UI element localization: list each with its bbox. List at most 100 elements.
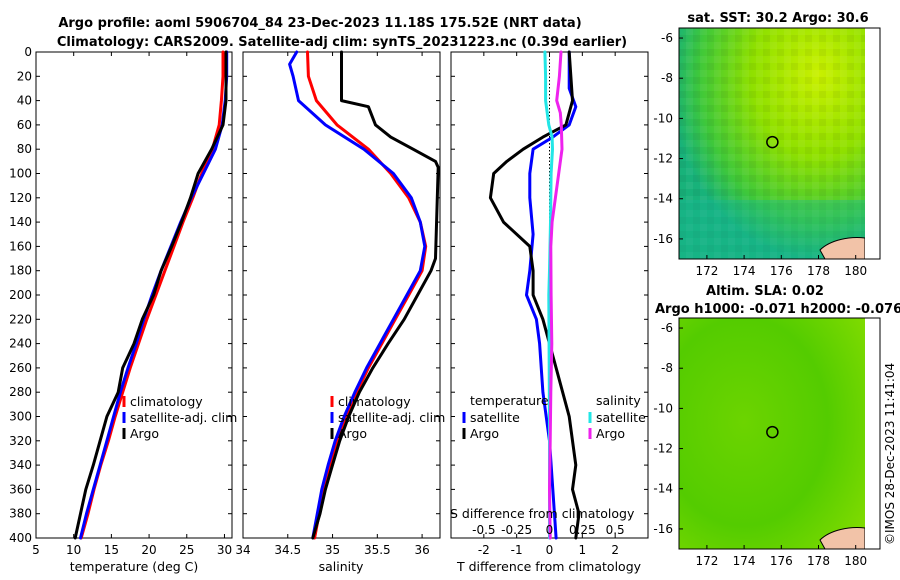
series-line-argo — [311, 50, 440, 540]
legend-label-satellite: satellite-adj. clim — [338, 410, 445, 425]
y-tick-label: 80 — [17, 142, 32, 156]
series-line-temperature-argo — [488, 50, 581, 540]
legend-title-salinity: salinity — [596, 393, 641, 408]
map-y-tick-label: -12 — [653, 442, 673, 456]
x-tick-label: 35 — [325, 543, 340, 557]
salinity-axis-label: salinity — [319, 559, 364, 574]
x-tick-label: 10 — [66, 543, 81, 557]
sst-map-frame-outline — [678, 27, 881, 260]
series-line-salinity-satellite — [543, 50, 554, 540]
map-y-tick-label: -16 — [653, 522, 673, 536]
y-tick-label: 240 — [9, 337, 32, 351]
map-y-tick-label: -16 — [653, 232, 673, 246]
map-x-tick-label: 174 — [733, 264, 756, 278]
legend-label-s-argo: Argo — [596, 426, 625, 441]
x-tick-label: -1 — [511, 543, 523, 557]
temperature-axis-label: temperature (deg C) — [70, 559, 199, 574]
y-tick-label: 320 — [9, 434, 32, 448]
y-tick-label: 120 — [9, 191, 32, 205]
map-x-tick-label: 180 — [844, 554, 867, 568]
legend-label-satellite: satellite-adj. clim — [130, 410, 237, 425]
map-x-tick-label: 172 — [695, 554, 718, 568]
argo-float-marker — [766, 425, 779, 439]
x-tick-label: 20 — [141, 543, 156, 557]
sla-map-frame — [678, 317, 881, 550]
y-tick-label: 60 — [17, 118, 32, 132]
y-tick-label: 400 — [9, 531, 32, 545]
s-difference-axis-label: S difference from climatology — [450, 506, 635, 521]
sla-map-title-1: Altim. SLA: 0.02 — [706, 284, 824, 299]
difference-plot: -2 -1 0 1 2 -0.5 -0.25 0 0.25 0.5 — [451, 50, 648, 557]
x-tick-label: 30 — [217, 543, 232, 557]
sla-heatmap-field — [679, 318, 865, 549]
s-diff-tick-label: -0.25 — [501, 523, 532, 537]
sst-map-title: sat. SST: 30.2 Argo: 30.6 — [687, 11, 868, 26]
series-line-argo — [73, 50, 228, 540]
title-line-2: Climatology: CARS2009. Satellite-adj cli… — [57, 35, 627, 50]
x-tick-label: 0 — [546, 543, 554, 557]
x-tick-label: 5 — [32, 543, 40, 557]
t-difference-axis-label: T difference from climatology — [456, 559, 642, 574]
y-tick-label: 40 — [17, 94, 32, 108]
x-tick-label: 15 — [104, 543, 119, 557]
map-x-tick-label: 178 — [807, 264, 830, 278]
map-x-tick-label: 174 — [733, 554, 756, 568]
sst-map-axes: 172 174 176 178 180 -6 -8 -10 -12 -14 -16 — [653, 31, 867, 278]
x-tick-label: 36 — [414, 543, 429, 557]
y-tick-label: 160 — [9, 239, 32, 253]
legend-label-climatology: climatology — [130, 394, 203, 409]
sst-heatmap-texture — [679, 28, 865, 259]
y-tick-label: 340 — [9, 458, 32, 472]
map-x-tick-label: 176 — [770, 554, 793, 568]
x-tick-label: -2 — [478, 543, 490, 557]
x-tick-label: 35.5 — [364, 543, 391, 557]
y-tick-label: 140 — [9, 215, 32, 229]
imos-credit: ©IMOS 28-Dec-2023 11:41:04 — [883, 363, 897, 545]
legend-title-temperature: temperature — [470, 393, 549, 408]
map-y-tick-label: -8 — [661, 361, 673, 375]
s-diff-tick-label: 0.5 — [606, 523, 625, 537]
map-x-tick-label: 176 — [770, 264, 793, 278]
sst-map-nodata-strip — [865, 28, 880, 259]
sla-map-axes: 172 174 176 178 180 -6 -8 -10 -12 -14 -16 — [653, 321, 867, 568]
temperature-plot-frame — [35, 51, 233, 539]
x-tick-label: 1 — [579, 543, 587, 557]
y-tick-label: 300 — [9, 410, 32, 424]
legend-label-climatology: climatology — [338, 394, 411, 409]
salinity-legend: climatology satellite-adj. clim Argo — [330, 394, 445, 441]
y-tick-label: 220 — [9, 312, 32, 326]
sst-map: 172 174 176 178 180 -6 -8 -10 -12 -14 -16 — [653, 27, 881, 278]
series-line-salinity-argo — [548, 50, 564, 540]
x-tick-label: 34 — [235, 543, 250, 557]
temperature-plot: 5 10 15 20 25 300 20 40 60 80 100 120 140 160 180 200 22… — [9, 45, 232, 557]
map-y-tick-label: -10 — [653, 111, 673, 125]
y-tick-label: 100 — [9, 167, 32, 181]
y-tick-label: 360 — [9, 482, 32, 496]
map-y-tick-label: -6 — [661, 31, 673, 45]
x-tick-label: 25 — [179, 543, 194, 557]
sla-map: 172 174 176 178 180 -6 -8 -10 -12 -14 -16 — [653, 317, 881, 568]
series-line-climatology — [306, 50, 428, 540]
s-diff-tick-label: -0.5 — [472, 523, 495, 537]
sla-map-title-2: Argo h1000: -0.071 h2000: -0.076 — [655, 302, 900, 317]
map-x-tick-label: 180 — [844, 264, 867, 278]
map-x-tick-label: 172 — [695, 264, 718, 278]
argo-float-marker — [766, 135, 779, 149]
map-x-tick-label: 178 — [807, 554, 830, 568]
salinity-plot: 34 34.5 35 35.5 36 — [235, 50, 440, 557]
map-y-tick-label: -14 — [653, 482, 673, 496]
map-y-tick-label: -8 — [661, 71, 673, 85]
y-tick-label: 20 — [17, 69, 32, 83]
temperature-legend: climatology satellite-adj. clim Argo — [122, 394, 237, 441]
y-tick-label: 280 — [9, 385, 32, 399]
legend-label-s-satellite: satellite — [596, 410, 646, 425]
legend-label-argo: Argo — [130, 426, 159, 441]
map-y-tick-label: -10 — [653, 401, 673, 415]
legend-label-t-argo: Argo — [470, 426, 499, 441]
y-tick-label: 200 — [9, 288, 32, 302]
legend-label-argo: Argo — [338, 426, 367, 441]
map-y-tick-label: -14 — [653, 192, 673, 206]
map-y-tick-label: -12 — [653, 152, 673, 166]
x-tick-label: 2 — [611, 543, 619, 557]
y-tick-label: 180 — [9, 264, 32, 278]
